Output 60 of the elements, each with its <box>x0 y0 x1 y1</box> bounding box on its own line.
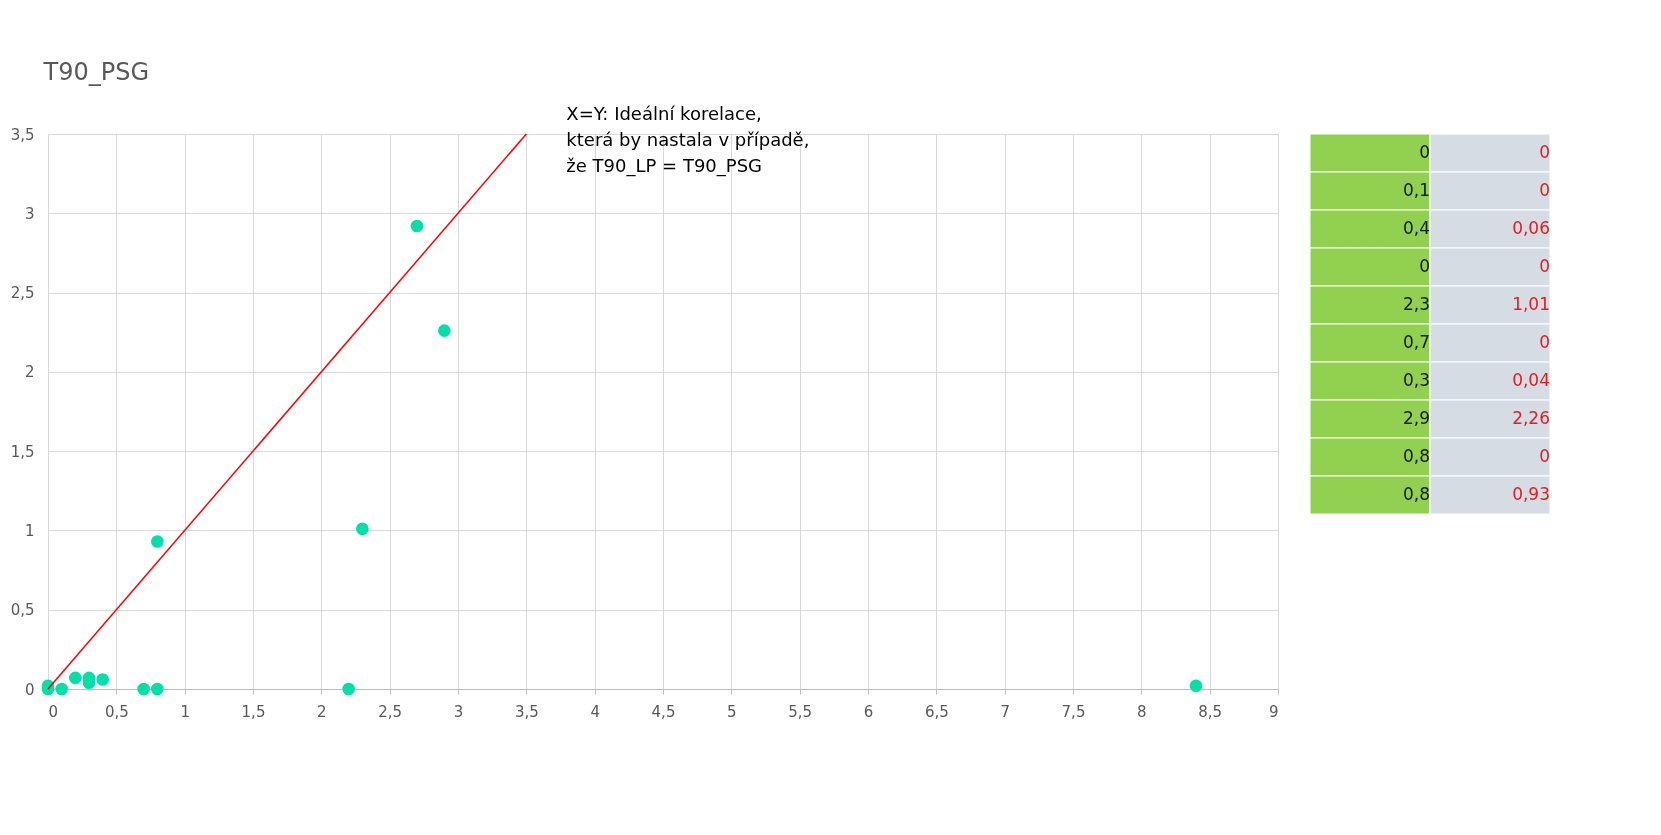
x-tick-label: 9 <box>1268 702 1279 721</box>
x-tick-label: 5,5 <box>788 702 813 721</box>
text: 0 <box>1539 332 1550 352</box>
point <box>55 682 68 696</box>
x-tick-label: 2 <box>317 702 327 721</box>
text: 2,9 <box>1402 408 1430 428</box>
x-tick-label: 8,5 <box>1198 702 1223 721</box>
point <box>96 673 109 686</box>
y-tick-label: 2 <box>24 363 35 382</box>
x-tick-label: 1,5 <box>241 702 266 721</box>
x-tick-label: 2,5 <box>378 702 403 721</box>
x-tick-label: 7,5 <box>1061 702 1086 721</box>
point <box>69 671 82 685</box>
text: 0 <box>1539 256 1550 276</box>
text: 0 <box>1419 142 1430 162</box>
point <box>410 219 424 233</box>
point <box>151 682 164 696</box>
text: 1,01 <box>1512 294 1550 314</box>
point <box>342 682 355 696</box>
text: 0,8 <box>1402 446 1430 466</box>
text: 0,06 <box>1512 218 1550 238</box>
text: 0,7 <box>1402 332 1430 352</box>
text: 0 <box>1419 256 1430 276</box>
text: 0,3 <box>1402 370 1430 390</box>
text: 0,4 <box>1402 218 1430 238</box>
x-tick-label: 7 <box>1000 702 1010 721</box>
y-tick-label: 2,5 <box>10 284 35 303</box>
y-axis-title: T90_PSG <box>42 57 150 86</box>
x-tick-label: 6 <box>863 702 874 721</box>
y-tick-label: 0,5 <box>10 601 35 620</box>
text: 0 <box>1539 142 1550 162</box>
text: 0,93 <box>1512 484 1550 504</box>
x-tick-label: 3,5 <box>514 702 539 721</box>
y-tick-label: 3 <box>24 204 35 223</box>
x-tick-label: 5 <box>727 702 737 721</box>
y-tick-label: 1,5 <box>10 442 35 461</box>
point <box>438 324 451 337</box>
point <box>137 682 150 696</box>
x-tick-label: 0,5 <box>104 702 129 721</box>
text: 2,26 <box>1512 408 1550 428</box>
x-tick-label: 8 <box>1137 702 1147 721</box>
text: 0 <box>1539 446 1550 466</box>
x-tick-label: 6,5 <box>924 702 949 721</box>
text: 0 <box>1539 180 1550 200</box>
x-tick-label: 4 <box>590 702 600 721</box>
text: 2,3 <box>1402 294 1430 314</box>
point <box>356 522 369 536</box>
x-tick-label: 1 <box>180 702 190 721</box>
text: 0,8 <box>1402 484 1430 504</box>
y-tick-label: 1 <box>24 521 35 540</box>
y-tick-label: 3,5 <box>10 125 35 144</box>
x-tick-label: 3 <box>453 702 464 721</box>
text: 0,04 <box>1512 370 1550 390</box>
y-tick-label: 0 <box>24 680 35 699</box>
text: 0,1 <box>1402 180 1430 200</box>
point <box>151 535 164 548</box>
x-tick-label: 0 <box>48 702 59 721</box>
annotation: X=Y: Ideální korelace, která by nastala v případě, že T90_LP = T90_PSG <box>566 103 810 177</box>
x-tick-label: 4,5 <box>651 702 676 721</box>
point <box>1189 679 1203 693</box>
